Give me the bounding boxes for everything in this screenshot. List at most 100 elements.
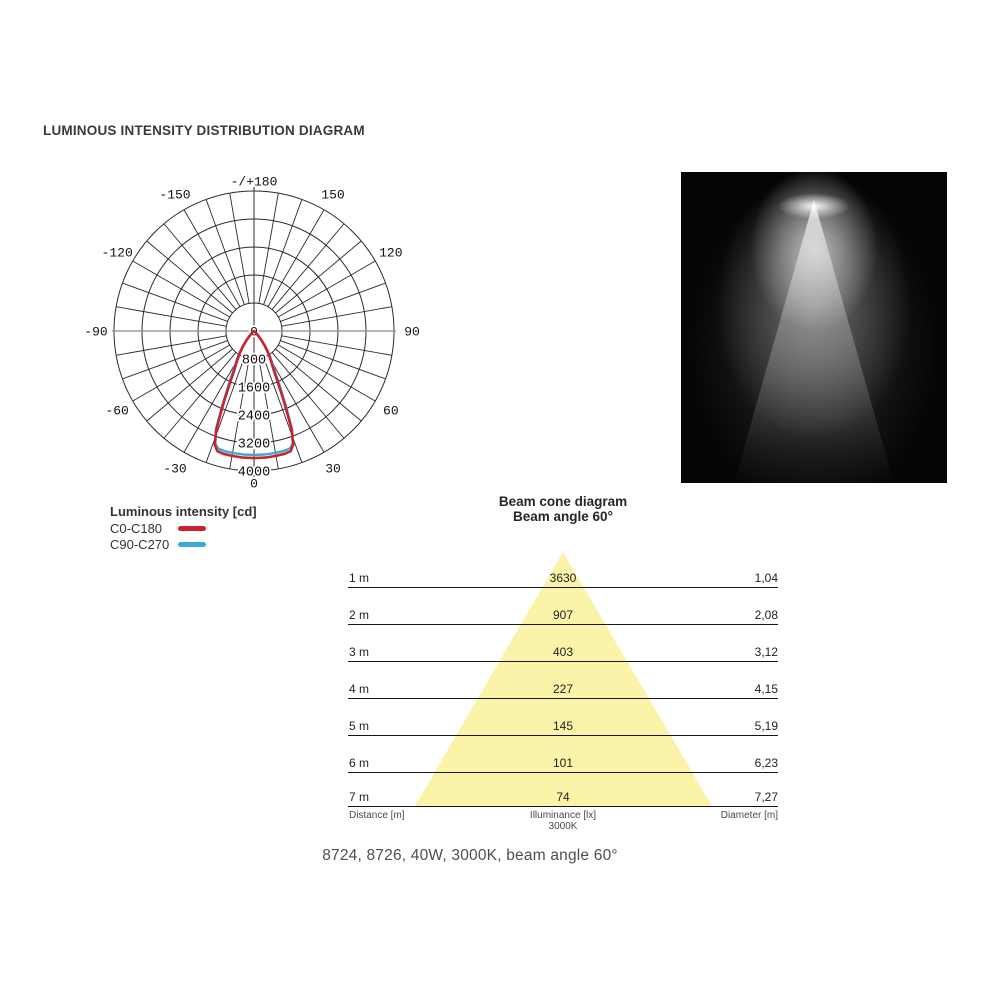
polar-angle-label: 90 [404, 325, 420, 340]
distance-label: 2 m [349, 608, 370, 622]
illuminance-value: 227 [552, 682, 574, 696]
cct-header-line: 3000K [548, 821, 578, 832]
legend-row-c0-c180: C0-C180 [110, 521, 257, 537]
polar-spoke [278, 260, 376, 318]
polar-spoke [229, 193, 250, 304]
illuminance-header-line: Illuminance [lx] [529, 810, 597, 821]
polar-spoke [205, 357, 245, 463]
distance-label: 4 m [349, 682, 370, 696]
polar-angle-label: -150 [159, 188, 190, 203]
diameter-value: 6,23 [754, 756, 778, 770]
polar-ring-label: 4000 [238, 466, 270, 481]
polar-angle-label: 0 [250, 477, 258, 492]
beam-cone-row-4m: 4 m 227 4,15 [348, 682, 778, 699]
polar-spoke [280, 340, 386, 380]
polar-spoke [275, 240, 362, 314]
polar-spoke [267, 209, 325, 307]
distance-column-header: Distance [m] [349, 810, 405, 821]
polar-spoke [163, 223, 237, 310]
diameter-value: 7,27 [754, 790, 778, 804]
product-caption: 8724, 8726, 40W, 3000K, beam angle 60° [322, 847, 618, 864]
polar-spoke [229, 358, 250, 469]
page-title: LUMINOUS INTENSITY DISTRIBUTION DIAGRAM [43, 123, 365, 138]
polar-spoke [275, 348, 362, 422]
polar-spoke [263, 199, 303, 305]
luminous-intensity-polar-chart: 08001600240032004000-150-120-90-60-30030… [84, 175, 420, 492]
illuminance-value: 74 [556, 790, 570, 804]
distance-label: 3 m [349, 645, 370, 659]
polar-angle-label: 120 [379, 246, 402, 261]
legend: Luminous intensity [cd] C0-C180 C90-C270 [110, 504, 257, 552]
polar-spoke [281, 306, 392, 327]
diameter-column-header: Diameter [m] [720, 810, 778, 821]
legend-swatch-blue [178, 541, 206, 547]
polar-spoke [281, 335, 392, 356]
polar-spoke [278, 344, 376, 402]
legend-label-c0-c180: C0-C180 [110, 521, 163, 537]
beam-cone-row-7m: 7 m 74 7,27 [348, 790, 778, 807]
polar-spoke [258, 193, 279, 304]
polar-spoke [280, 282, 386, 322]
legend-swatch-red [178, 526, 206, 532]
beam-bright-spot [681, 172, 947, 483]
polar-ring-label: 1600 [238, 382, 270, 397]
polar-spoke [122, 282, 228, 322]
polar-spoke [271, 223, 345, 310]
polar-ring-label: 800 [242, 354, 266, 369]
beam-cone-row-1m: 1 m 3630 1,04 [348, 571, 778, 588]
polar-angle-label: -90 [84, 325, 107, 340]
polar-spoke [132, 260, 230, 318]
polar-angle-label: 60 [383, 404, 399, 419]
distance-label: 7 m [349, 790, 370, 804]
diameter-value: 4,15 [754, 682, 778, 696]
polar-spoke [263, 357, 303, 463]
polar-spoke [116, 306, 227, 327]
polar-spoke [183, 355, 241, 453]
beam-cone-triangle-chart [415, 552, 712, 806]
polar-angle-label: -120 [102, 246, 133, 261]
beam-cone-title-line2: Beam angle 60° [513, 509, 613, 524]
polar-spoke [116, 335, 227, 356]
distance-label: 6 m [349, 756, 370, 770]
polar-spoke [146, 348, 233, 422]
beam-cone-title-line1: Beam cone diagram [498, 494, 628, 509]
polar-angle-label: -60 [105, 404, 128, 419]
intensity-curve-C0-C180 [213, 329, 295, 460]
beam-cone-row-6m: 6 m 101 6,23 [348, 756, 778, 773]
polar-spoke [205, 199, 245, 305]
polar-spoke [163, 352, 237, 439]
diameter-value: 1,04 [754, 571, 778, 585]
light-beam-photo [681, 172, 947, 483]
illuminance-value: 907 [552, 608, 574, 622]
polar-angle-label: 150 [321, 188, 344, 203]
diameter-value: 5,19 [754, 719, 778, 733]
polar-angle-label: -30 [163, 461, 186, 476]
polar-spoke [122, 340, 228, 380]
beam-cone-row-3m: 3 m 403 3,12 [348, 645, 778, 662]
beam-cone-row-5m: 5 m 145 5,19 [348, 719, 778, 736]
illuminance-value: 145 [552, 719, 574, 733]
polar-angle-label: -/+180 [231, 175, 278, 190]
illuminance-value: 403 [552, 645, 574, 659]
polar-ring-label: 2400 [238, 410, 270, 425]
polar-spoke [258, 358, 279, 469]
polar-spoke [146, 240, 233, 314]
illuminance-value: 101 [552, 756, 574, 770]
distance-label: 1 m [349, 571, 370, 585]
polar-angle-label: 30 [325, 461, 341, 476]
illuminance-column-header: Illuminance [lx] 3000K [348, 810, 778, 832]
illuminance-value: 3630 [549, 571, 577, 585]
polar-spoke [271, 352, 345, 439]
beam-cone-row-2m: 2 m 907 2,08 [348, 608, 778, 625]
diameter-value: 2,08 [754, 608, 778, 622]
polar-ring-label: 3200 [238, 438, 270, 453]
legend-row-c90-c270: C90-C270 [110, 537, 257, 553]
beam-cone-triangle [415, 552, 712, 806]
legend-title: Luminous intensity [cd] [110, 504, 257, 519]
diameter-value: 3,12 [754, 645, 778, 659]
polar-spoke [132, 344, 230, 402]
polar-spoke [267, 355, 325, 453]
polar-spoke [183, 209, 241, 307]
distance-label: 5 m [349, 719, 370, 733]
legend-label-c90-c270: C90-C270 [110, 536, 170, 552]
